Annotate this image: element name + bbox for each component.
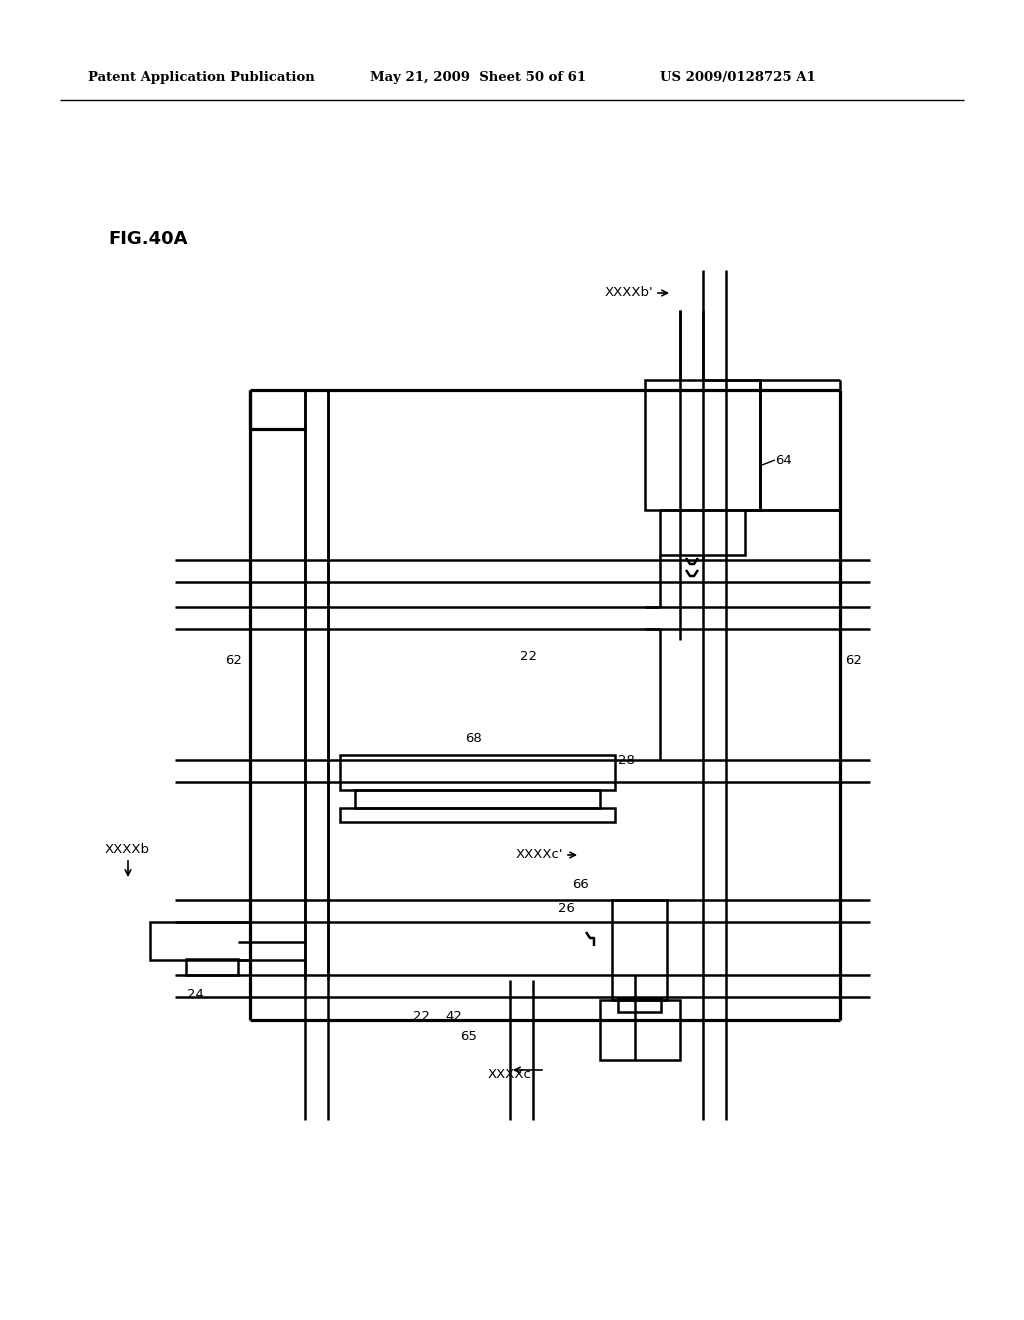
Text: 28: 28 — [618, 754, 635, 767]
Text: 64: 64 — [775, 454, 792, 466]
Text: 66: 66 — [572, 879, 589, 891]
Text: 68: 68 — [465, 733, 481, 744]
Text: US 2009/0128725 A1: US 2009/0128725 A1 — [660, 71, 816, 84]
Text: 22: 22 — [413, 1010, 430, 1023]
Text: 26: 26 — [558, 902, 574, 915]
Bar — [660, 510, 745, 554]
Text: FIG.40A: FIG.40A — [108, 230, 187, 248]
Text: 42: 42 — [445, 1010, 462, 1023]
Text: 65: 65 — [460, 1030, 477, 1043]
Text: 24: 24 — [186, 987, 204, 1001]
Text: XXXXb: XXXXb — [105, 843, 150, 855]
Bar — [600, 1001, 680, 1060]
Bar — [355, 789, 600, 808]
Text: May 21, 2009  Sheet 50 of 61: May 21, 2009 Sheet 50 of 61 — [370, 71, 586, 84]
Bar — [340, 755, 615, 789]
Text: XXXXc: XXXXc — [488, 1068, 531, 1081]
Bar — [645, 380, 760, 510]
Bar — [340, 808, 615, 822]
Text: XXXXc': XXXXc' — [515, 849, 563, 862]
Text: 62: 62 — [845, 653, 862, 667]
Text: XXXXb': XXXXb' — [604, 286, 653, 300]
Text: 22: 22 — [520, 649, 537, 663]
Bar — [612, 900, 667, 1001]
Text: Patent Application Publication: Patent Application Publication — [88, 71, 314, 84]
Text: 62: 62 — [225, 653, 242, 667]
Bar — [186, 960, 238, 975]
Bar — [618, 998, 662, 1012]
Bar — [150, 921, 250, 960]
